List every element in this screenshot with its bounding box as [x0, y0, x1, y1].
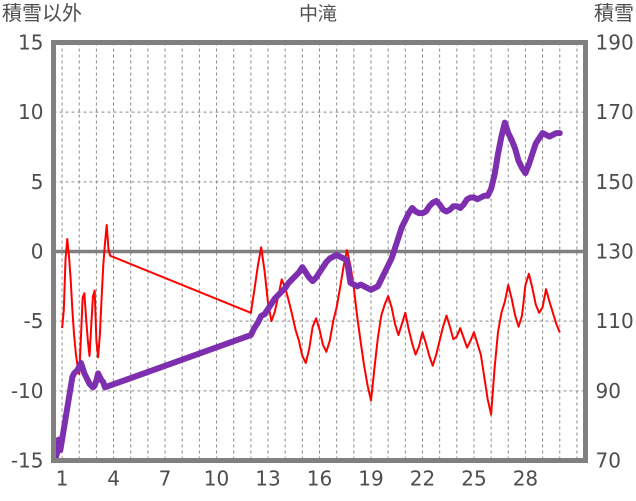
tick-label: 5: [31, 170, 44, 194]
tick-label: -5: [24, 309, 44, 333]
tick-label: 1: [56, 467, 69, 491]
series-temperature: [61, 224, 561, 416]
tick-label: 0: [31, 240, 44, 264]
tick-label: -10: [11, 379, 44, 403]
tick-label: 13: [255, 467, 280, 491]
tick-label: 110: [596, 309, 634, 333]
tick-label: 190: [596, 31, 634, 55]
tick-label: 4: [107, 467, 120, 491]
tick-label: 16: [307, 467, 332, 491]
right-axis-title: 積雪: [594, 1, 634, 25]
tick-label: 10: [204, 467, 229, 491]
tick-label: 15: [18, 31, 43, 55]
tick-label: 70: [596, 449, 621, 473]
tick-label: -15: [11, 449, 44, 473]
tick-label: 19: [358, 467, 383, 491]
tick-label: 90: [596, 379, 621, 403]
series-snow-depth: [52, 119, 563, 462]
tick-label: 22: [410, 467, 435, 491]
tick-label: 150: [596, 170, 634, 194]
y-axis-right-tick-labels: 70 90 110 130 150 170 190: [596, 31, 634, 473]
x-axis-tick-labels: 1 4 7 10 13 16 19 22 25 28: [56, 467, 538, 491]
tick-label: 170: [596, 100, 634, 124]
data-series-group: [52, 119, 563, 462]
tick-label: 7: [159, 467, 172, 491]
tick-label: 28: [513, 467, 538, 491]
chart-title: 中滝: [298, 3, 337, 25]
y-gridlines: [53, 111, 586, 392]
tick-label: 10: [18, 100, 43, 124]
plot-frame: [51, 40, 588, 463]
y-axis-left-tick-labels: -15 -10 -5 0 5 10 15: [11, 31, 44, 473]
tick-label: 130: [596, 240, 634, 264]
left-axis-title: 積雪以外: [2, 1, 82, 25]
tick-label: 25: [461, 467, 486, 491]
